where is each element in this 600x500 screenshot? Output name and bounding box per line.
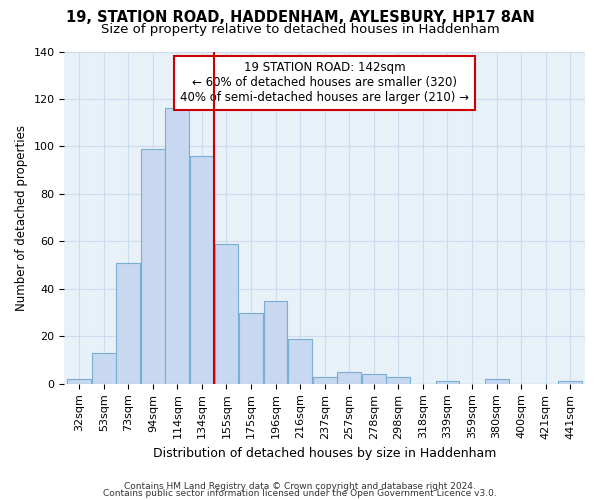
Bar xyxy=(190,156,214,384)
Y-axis label: Number of detached properties: Number of detached properties xyxy=(15,124,28,310)
Bar xyxy=(67,379,91,384)
Bar xyxy=(166,108,189,384)
Text: Contains HM Land Registry data © Crown copyright and database right 2024.: Contains HM Land Registry data © Crown c… xyxy=(124,482,476,491)
Bar xyxy=(288,338,312,384)
Bar xyxy=(337,372,361,384)
Bar xyxy=(559,382,582,384)
Bar xyxy=(362,374,386,384)
Text: 19 STATION ROAD: 142sqm
← 60% of detached houses are smaller (320)
40% of semi-d: 19 STATION ROAD: 142sqm ← 60% of detache… xyxy=(180,62,469,104)
Bar xyxy=(141,149,165,384)
Bar xyxy=(239,312,263,384)
Bar xyxy=(263,300,287,384)
Bar xyxy=(215,244,238,384)
Bar xyxy=(116,263,140,384)
Bar xyxy=(92,353,116,384)
Bar xyxy=(386,376,410,384)
Text: 19, STATION ROAD, HADDENHAM, AYLESBURY, HP17 8AN: 19, STATION ROAD, HADDENHAM, AYLESBURY, … xyxy=(65,10,535,25)
Bar xyxy=(436,382,460,384)
Bar xyxy=(485,379,509,384)
Bar xyxy=(313,376,337,384)
Text: Contains public sector information licensed under the Open Government Licence v3: Contains public sector information licen… xyxy=(103,489,497,498)
Text: Size of property relative to detached houses in Haddenham: Size of property relative to detached ho… xyxy=(101,22,499,36)
X-axis label: Distribution of detached houses by size in Haddenham: Distribution of detached houses by size … xyxy=(153,447,496,460)
